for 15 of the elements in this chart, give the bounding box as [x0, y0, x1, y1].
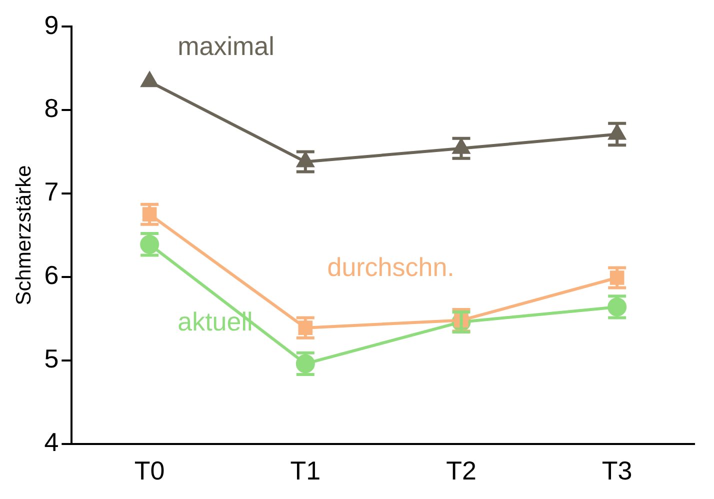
y-tick-label: 6 [44, 260, 59, 290]
series-label: maximal [178, 31, 274, 62]
x-tick-label: T0 [134, 456, 165, 486]
y-tick-label: 8 [44, 93, 59, 124]
y-tick-label: 7 [44, 176, 59, 207]
x-tick-label: T1 [290, 456, 321, 486]
y-tick-label: 9 [44, 10, 59, 40]
x-tick-label: T3 [602, 456, 632, 486]
y-tick-label: 5 [44, 344, 59, 374]
point [141, 72, 158, 88]
x-tick-label: T2 [446, 456, 476, 486]
series-label: durchschn. [327, 252, 454, 282]
y-axis-title: Schmerzstärke [12, 165, 36, 306]
y-tick-label: 4 [44, 426, 59, 457]
series-label: aktuell [178, 306, 253, 336]
